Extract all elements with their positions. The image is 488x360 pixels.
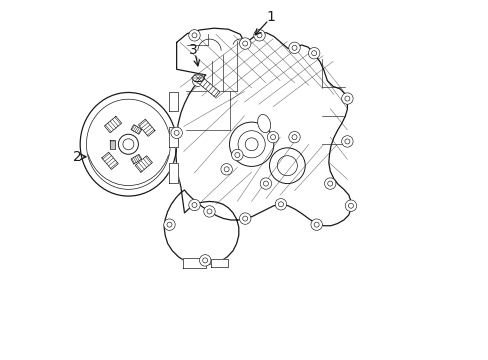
Circle shape <box>244 138 258 151</box>
Circle shape <box>348 203 353 208</box>
Circle shape <box>203 206 215 217</box>
Circle shape <box>344 96 349 101</box>
Circle shape <box>163 219 175 230</box>
Circle shape <box>291 135 296 140</box>
Polygon shape <box>168 163 177 183</box>
Circle shape <box>238 131 264 158</box>
Circle shape <box>118 134 138 154</box>
Circle shape <box>229 122 273 166</box>
Circle shape <box>345 200 356 211</box>
Circle shape <box>341 136 352 147</box>
Circle shape <box>275 199 286 210</box>
Polygon shape <box>164 28 350 265</box>
Circle shape <box>239 38 250 49</box>
Circle shape <box>174 130 179 135</box>
Polygon shape <box>183 258 205 268</box>
Circle shape <box>239 213 250 224</box>
Polygon shape <box>109 140 115 149</box>
Ellipse shape <box>80 93 176 196</box>
Circle shape <box>260 178 271 189</box>
Circle shape <box>192 33 197 38</box>
Polygon shape <box>168 91 177 111</box>
Circle shape <box>231 149 243 161</box>
Circle shape <box>310 219 322 230</box>
Polygon shape <box>191 75 204 81</box>
Circle shape <box>221 163 232 175</box>
Circle shape <box>308 48 319 59</box>
Text: 1: 1 <box>266 10 275 24</box>
Circle shape <box>278 202 283 207</box>
Circle shape <box>269 148 305 184</box>
Polygon shape <box>131 125 142 134</box>
Circle shape <box>242 216 247 221</box>
Circle shape <box>291 45 296 50</box>
Circle shape <box>277 156 297 176</box>
Polygon shape <box>168 127 177 147</box>
Circle shape <box>253 30 264 41</box>
Circle shape <box>199 255 210 266</box>
Circle shape <box>242 41 247 46</box>
Circle shape <box>288 131 300 143</box>
Circle shape <box>341 93 352 104</box>
Circle shape <box>192 203 197 207</box>
Circle shape <box>327 181 332 186</box>
Circle shape <box>267 131 278 143</box>
Circle shape <box>263 181 268 186</box>
Circle shape <box>224 167 229 172</box>
Text: 3: 3 <box>189 42 198 57</box>
Polygon shape <box>104 116 122 133</box>
Polygon shape <box>195 76 220 98</box>
Circle shape <box>234 153 240 157</box>
Polygon shape <box>210 258 228 267</box>
Circle shape <box>257 33 262 38</box>
Circle shape <box>203 258 207 263</box>
Circle shape <box>166 222 172 227</box>
Circle shape <box>192 75 203 86</box>
Circle shape <box>288 42 300 54</box>
Circle shape <box>171 127 182 139</box>
Circle shape <box>122 139 134 150</box>
Circle shape <box>195 78 200 83</box>
Circle shape <box>344 139 349 144</box>
Circle shape <box>324 178 335 189</box>
Polygon shape <box>138 119 155 136</box>
Text: 2: 2 <box>73 150 81 164</box>
Circle shape <box>188 199 200 211</box>
Polygon shape <box>131 154 142 164</box>
Circle shape <box>313 222 319 227</box>
Polygon shape <box>102 152 118 170</box>
Circle shape <box>206 209 212 214</box>
Ellipse shape <box>257 114 270 133</box>
Polygon shape <box>135 156 152 172</box>
Circle shape <box>311 51 316 56</box>
Circle shape <box>270 135 275 140</box>
Circle shape <box>188 30 200 41</box>
